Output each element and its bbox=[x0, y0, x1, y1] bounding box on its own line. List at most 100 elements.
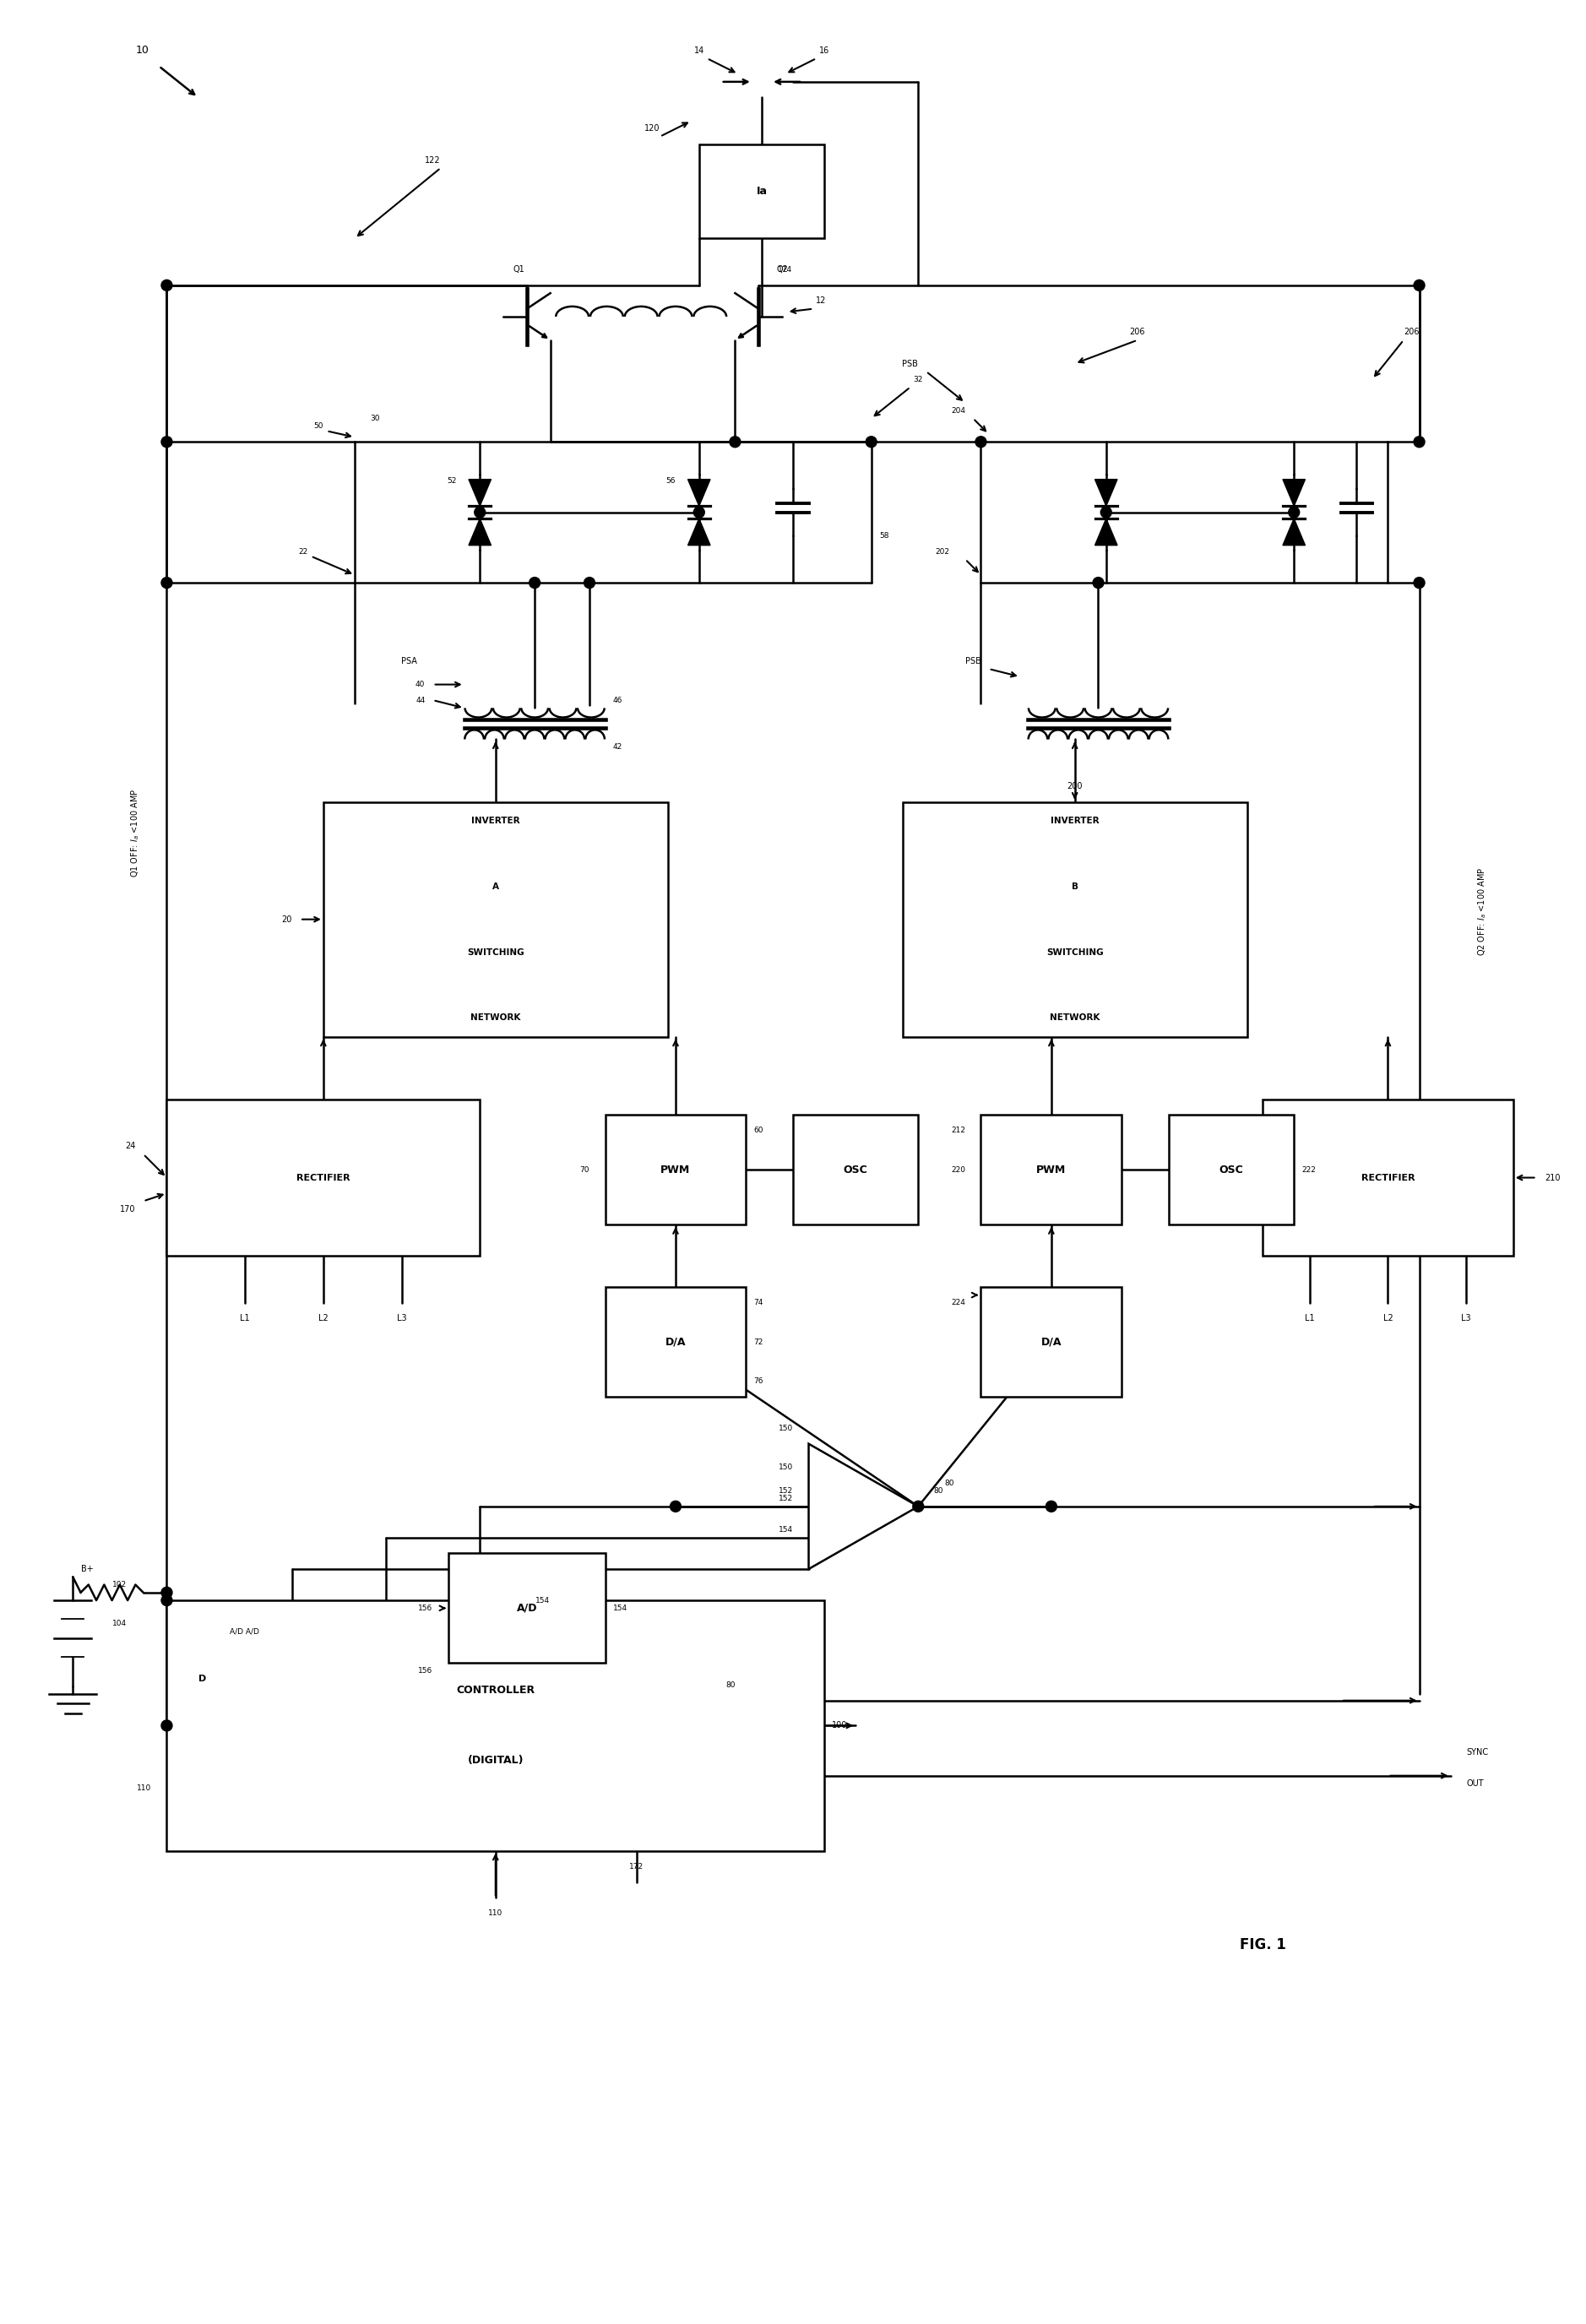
Text: RECTIFIER: RECTIFIER bbox=[1361, 1174, 1415, 1183]
Circle shape bbox=[584, 576, 595, 588]
Text: L1: L1 bbox=[239, 1315, 251, 1322]
Text: 20: 20 bbox=[282, 916, 292, 923]
Text: 206: 206 bbox=[1404, 328, 1419, 337]
Text: 120: 120 bbox=[644, 125, 660, 132]
Text: 80: 80 bbox=[725, 1680, 736, 1690]
Text: 14: 14 bbox=[695, 46, 704, 56]
Circle shape bbox=[1093, 576, 1104, 588]
Text: 170: 170 bbox=[121, 1204, 135, 1213]
Bar bbox=[1169, 1116, 1294, 1225]
Polygon shape bbox=[469, 479, 492, 507]
Text: SYNC: SYNC bbox=[1465, 1748, 1488, 1757]
Text: A/D: A/D bbox=[517, 1604, 538, 1613]
Circle shape bbox=[474, 507, 485, 518]
Text: 60: 60 bbox=[753, 1127, 763, 1134]
Text: 150: 150 bbox=[779, 1464, 793, 1471]
Text: 80: 80 bbox=[945, 1478, 955, 1487]
Text: 52: 52 bbox=[447, 476, 457, 486]
Text: 150: 150 bbox=[779, 1425, 793, 1432]
Circle shape bbox=[1413, 576, 1424, 588]
Text: 204: 204 bbox=[952, 407, 966, 414]
Text: PWM: PWM bbox=[661, 1164, 690, 1176]
Text: 56: 56 bbox=[666, 476, 676, 486]
Text: 154: 154 bbox=[779, 1527, 793, 1534]
Circle shape bbox=[162, 279, 173, 290]
Text: INVERTER: INVERTER bbox=[1050, 816, 1099, 825]
Text: B+: B+ bbox=[81, 1564, 94, 1573]
Circle shape bbox=[162, 1720, 173, 1731]
Text: D: D bbox=[198, 1673, 206, 1683]
Circle shape bbox=[162, 576, 173, 588]
Text: 100: 100 bbox=[833, 1722, 847, 1729]
Bar bbox=[449, 1552, 606, 1664]
Text: CONTROLLER: CONTROLLER bbox=[457, 1685, 534, 1697]
Polygon shape bbox=[688, 479, 711, 507]
Text: 24: 24 bbox=[125, 1141, 135, 1150]
Text: 50: 50 bbox=[314, 423, 324, 430]
Text: 72: 72 bbox=[753, 1339, 763, 1346]
Circle shape bbox=[530, 576, 541, 588]
Text: 156: 156 bbox=[419, 1666, 433, 1676]
Circle shape bbox=[162, 1594, 173, 1606]
Text: INVERTER: INVERTER bbox=[471, 816, 520, 825]
Text: A: A bbox=[492, 883, 500, 890]
Text: 76: 76 bbox=[753, 1378, 763, 1385]
Text: SWITCHING: SWITCHING bbox=[1047, 948, 1104, 957]
Text: 210: 210 bbox=[1545, 1174, 1561, 1183]
Text: PWM: PWM bbox=[1036, 1164, 1066, 1176]
Text: 200: 200 bbox=[1067, 783, 1083, 790]
Polygon shape bbox=[469, 518, 492, 546]
Text: D/A: D/A bbox=[665, 1336, 685, 1348]
Bar bbox=[980, 1116, 1121, 1225]
Text: 220: 220 bbox=[952, 1167, 966, 1174]
Text: PSA: PSA bbox=[401, 658, 417, 665]
Text: NETWORK: NETWORK bbox=[1050, 1013, 1099, 1023]
Text: 16: 16 bbox=[818, 46, 829, 56]
Text: PSB: PSB bbox=[902, 360, 918, 367]
Text: 206: 206 bbox=[1129, 328, 1145, 337]
Circle shape bbox=[1045, 1501, 1056, 1513]
Polygon shape bbox=[1283, 518, 1305, 546]
Text: 102: 102 bbox=[113, 1580, 127, 1590]
Text: OSC: OSC bbox=[844, 1164, 868, 1176]
Circle shape bbox=[162, 437, 173, 446]
Circle shape bbox=[866, 437, 877, 446]
Polygon shape bbox=[1094, 479, 1117, 507]
Text: (DIGITAL): (DIGITAL) bbox=[468, 1755, 523, 1766]
Text: 152: 152 bbox=[779, 1494, 793, 1501]
Text: 122: 122 bbox=[425, 156, 441, 165]
Circle shape bbox=[1101, 507, 1112, 518]
Polygon shape bbox=[1283, 479, 1305, 507]
Bar bbox=[1262, 1099, 1513, 1255]
Circle shape bbox=[975, 437, 986, 446]
Text: 54: 54 bbox=[481, 539, 490, 548]
Text: PSB: PSB bbox=[964, 658, 980, 665]
Text: A/D A/D: A/D A/D bbox=[230, 1627, 259, 1636]
Text: Q1 OFF: $I_a$ <100 AMP: Q1 OFF: $I_a$ <100 AMP bbox=[130, 788, 141, 878]
Bar bbox=[980, 1287, 1121, 1397]
Text: 152: 152 bbox=[779, 1487, 793, 1494]
Bar bbox=[606, 1287, 745, 1397]
Bar bbox=[324, 802, 668, 1037]
Text: NETWORK: NETWORK bbox=[471, 1013, 520, 1023]
Text: 42: 42 bbox=[612, 744, 622, 751]
Polygon shape bbox=[688, 518, 711, 546]
Text: B: B bbox=[1072, 883, 1078, 890]
Text: L2: L2 bbox=[1383, 1315, 1393, 1322]
Bar bbox=[699, 144, 825, 239]
Polygon shape bbox=[809, 1443, 918, 1569]
Text: Ia: Ia bbox=[757, 186, 768, 198]
Text: 70: 70 bbox=[580, 1167, 590, 1174]
Text: 40: 40 bbox=[416, 681, 425, 688]
Text: 10: 10 bbox=[135, 44, 149, 56]
Circle shape bbox=[730, 437, 741, 446]
Bar bbox=[902, 802, 1247, 1037]
Text: OSC: OSC bbox=[1220, 1164, 1243, 1176]
Text: 202: 202 bbox=[936, 548, 950, 555]
Text: 172: 172 bbox=[630, 1862, 644, 1871]
Circle shape bbox=[671, 1501, 680, 1513]
Text: 104: 104 bbox=[113, 1620, 127, 1627]
Text: D/A: D/A bbox=[1040, 1336, 1061, 1348]
Bar bbox=[167, 1601, 825, 1850]
Circle shape bbox=[1288, 507, 1299, 518]
